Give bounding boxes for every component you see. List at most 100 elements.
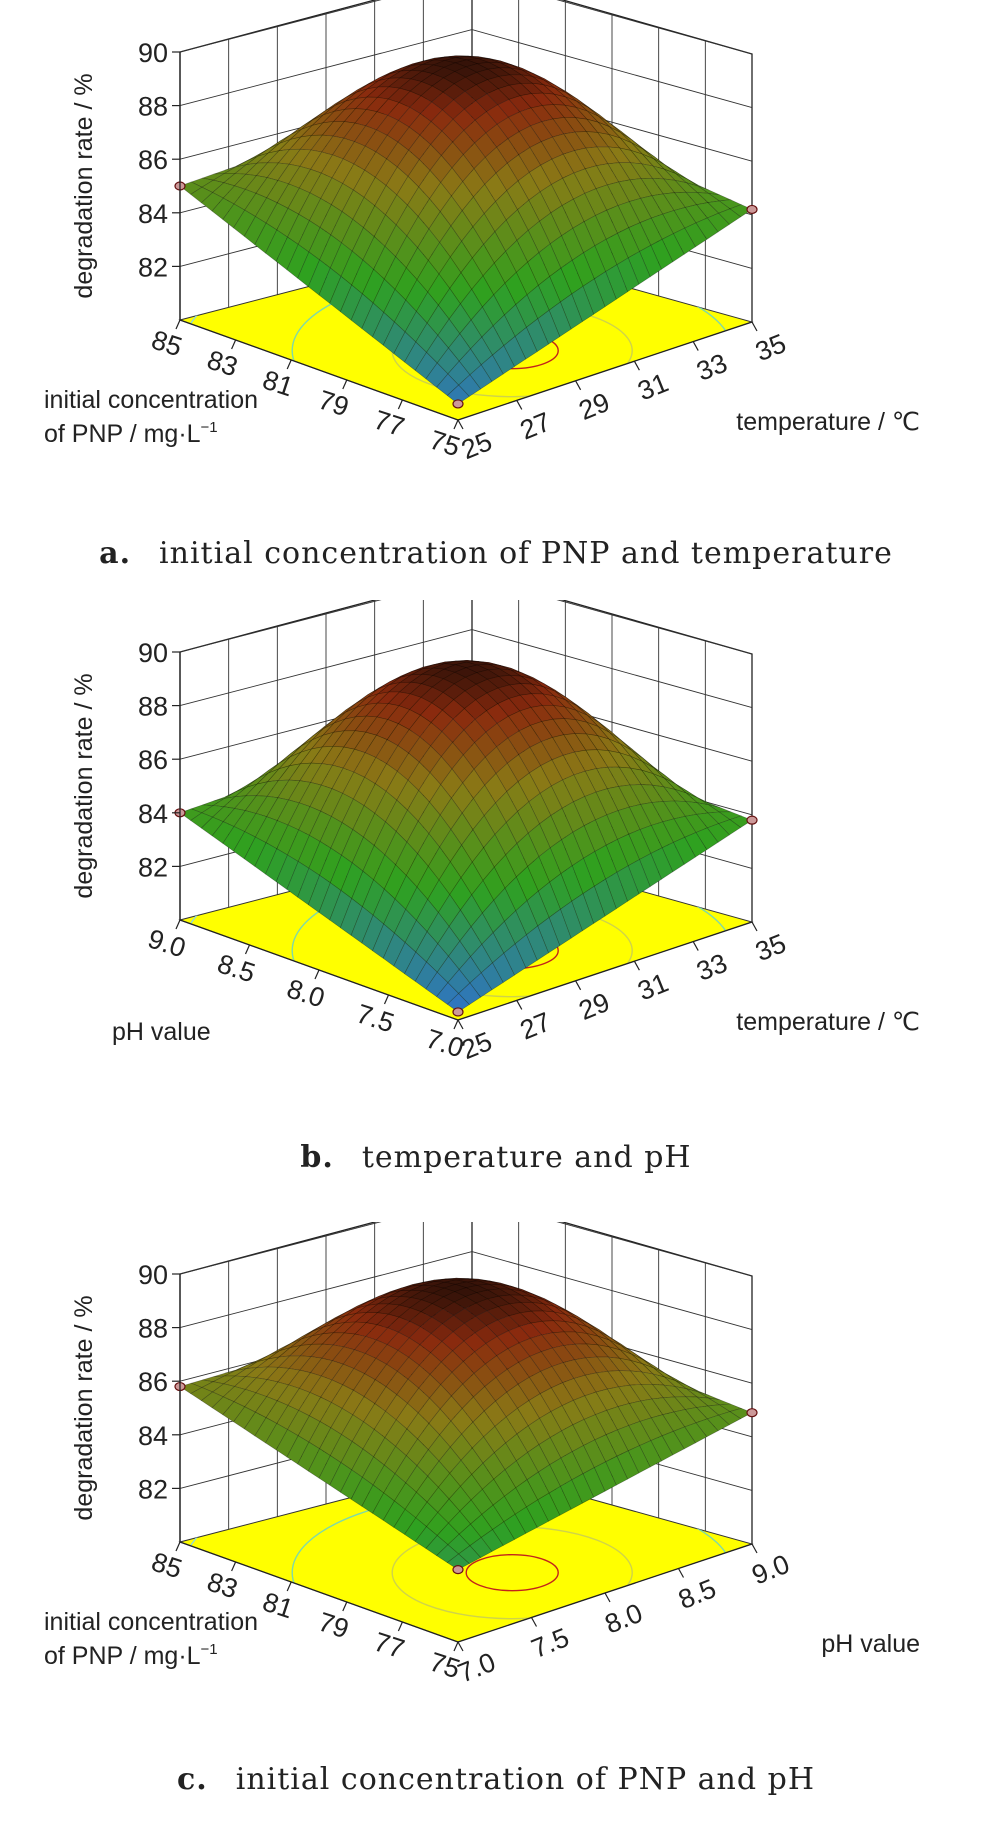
surface-plot-c: 90 88 86 84 82 degradation rate / % 85 83 81 79 77… — [44, 1222, 920, 1689]
left-axis-label-sup-a: −1 — [201, 419, 218, 436]
right-axis-tick-a-1 — [516, 400, 523, 410]
surface-patch — [661, 233, 685, 263]
left-axis-tick-b-3 — [383, 994, 390, 1005]
surface-patch — [514, 1506, 538, 1534]
right-axis-tick-b-4 — [692, 941, 699, 951]
left-axis-tick-label-a-1: 83 — [203, 345, 241, 383]
surface-patch — [695, 827, 719, 851]
surface-patch — [639, 244, 662, 278]
left-axis-label-sup-c: −1 — [201, 1641, 218, 1658]
right-axis-tick-label-b-5: 35 — [751, 928, 790, 967]
left-axis-tick-label-a-3: 79 — [315, 385, 353, 423]
surface-patch — [582, 885, 606, 924]
surface-patch — [684, 1422, 708, 1444]
left-axis-tick-label-a-2: 81 — [259, 365, 297, 403]
left-axis-tick-label-a-5: 75 — [426, 425, 464, 463]
surface-patch — [661, 842, 685, 873]
left-axis-tick-b-4 — [453, 1019, 459, 1030]
surface-patch — [537, 917, 561, 954]
caption-b: b. temperature and pH — [0, 1140, 992, 1175]
left-axis-label-line-a-1: of PNP / mg·L−1 — [44, 419, 218, 448]
right-axis-tick-c-0 — [457, 1641, 464, 1652]
surface-patch — [661, 1430, 685, 1456]
surface-patch — [526, 925, 549, 961]
left-axis-tick-b-2 — [314, 969, 320, 980]
caption-letter-c: c. — [177, 1762, 208, 1797]
surface-patch — [593, 1461, 617, 1492]
right-axis-tick-label-b-3: 31 — [633, 967, 672, 1006]
right-axis-tick-a-5 — [751, 321, 758, 332]
surface-patch — [571, 285, 595, 323]
response-surface-b — [179, 659, 753, 1013]
caption-a: a. initial concentration of PNP and tempe… — [0, 536, 992, 571]
z-tick-label-c-4: 82 — [138, 1474, 168, 1504]
right-axis-tick-a-2 — [575, 380, 582, 391]
surface-patch — [537, 309, 561, 345]
design-point-b-1 — [746, 815, 758, 825]
design-point-b-2 — [452, 1007, 464, 1017]
left-axis-tick-label-b-3: 7.5 — [353, 998, 398, 1038]
design-point-a-1 — [746, 204, 758, 215]
right-axis-tick-a-3 — [633, 360, 640, 371]
caption-text-b: temperature and pH — [361, 1140, 692, 1175]
right-axis-tick-label-c-3: 8.5 — [674, 1573, 720, 1615]
surface-plot-a: 90 88 86 84 82 degradation rate / % 85 83 81 79 77… — [44, 0, 920, 465]
right-axis-tick-b-1 — [516, 1000, 523, 1010]
left-axis-tick-c-2 — [286, 1581, 292, 1592]
z-tick-label-b-2: 86 — [138, 745, 168, 775]
wall-gridline-a-0 — [179, 0, 753, 55]
design-point-c-1 — [746, 1408, 758, 1418]
left-axis-tick-c-3 — [342, 1601, 348, 1612]
surface-patch — [582, 278, 606, 315]
surface-patch — [650, 847, 674, 880]
left-axis-tick-c-5 — [453, 1641, 459, 1652]
right-axis-tick-label-b-1: 27 — [516, 1007, 555, 1046]
surface-patch — [695, 217, 719, 240]
left-axis-tick-label-a-4: 77 — [370, 405, 408, 443]
surface-patch — [639, 853, 662, 888]
surface-patch — [593, 878, 617, 917]
floor-edge-left-c — [179, 1541, 459, 1643]
surface-patch — [627, 1445, 651, 1474]
surface-patch — [627, 859, 651, 895]
surface-patch — [571, 1473, 595, 1504]
left-axis-tick-a-4 — [397, 399, 403, 410]
right-axis-tick-label-b-0: 25 — [457, 1026, 496, 1065]
left-axis-label-line-b-0: pH value — [112, 1018, 211, 1046]
z-tick-label-c-0: 90 — [138, 1260, 168, 1290]
caption-text-a: initial concentration of PNP and tempera… — [159, 536, 893, 571]
floor-edge-right-a — [457, 321, 753, 421]
floor-edge-right-b — [457, 921, 753, 1021]
z-tick-label-b-1: 88 — [138, 692, 168, 722]
left-axis-tick-a-3 — [342, 379, 348, 390]
right-axis-label-a-0: temperature / ℃ — [736, 408, 920, 436]
design-point-a-2 — [452, 399, 464, 409]
surface-patch — [571, 893, 595, 932]
wall-gridline-b-0 — [179, 600, 753, 655]
z-tick-label-a-3: 84 — [138, 199, 168, 229]
right-axis-tick-a-0 — [457, 419, 464, 430]
right-axis-tick-b-5 — [751, 921, 758, 932]
right-axis-tick-label-a-0: 25 — [457, 426, 496, 465]
surface-plot-b: 90 88 86 84 82 degradation rate / % 9.0 8.5 8.0 7… — [70, 600, 920, 1065]
surface-patch — [480, 354, 504, 382]
surface-patch — [458, 1545, 482, 1564]
z-axis-label-b: degradation rate / % — [70, 673, 98, 898]
surface-patch — [672, 1426, 696, 1450]
surface-patch — [672, 227, 696, 255]
surface-patch — [684, 832, 708, 858]
wall-gridline-c-0 — [179, 1222, 753, 1277]
surface-patch — [650, 238, 674, 270]
right-axis-tick-c-3 — [677, 1568, 685, 1578]
left-axis-tick-a-5 — [453, 419, 459, 430]
floor-contour-c-0 — [465, 1553, 559, 1592]
left-axis-label-line-c-0: initial concentration — [44, 1608, 258, 1636]
caption-c: c. initial concentration of PNP and pH — [0, 1762, 992, 1797]
surface-patch — [639, 1440, 662, 1468]
surface-patch — [458, 982, 482, 1005]
caption-letter-a: a. — [99, 536, 132, 571]
surface-patch — [684, 222, 708, 248]
surface-patch — [526, 318, 549, 353]
z-tick-label-a-1: 88 — [138, 92, 168, 122]
surface-patch — [514, 934, 538, 969]
